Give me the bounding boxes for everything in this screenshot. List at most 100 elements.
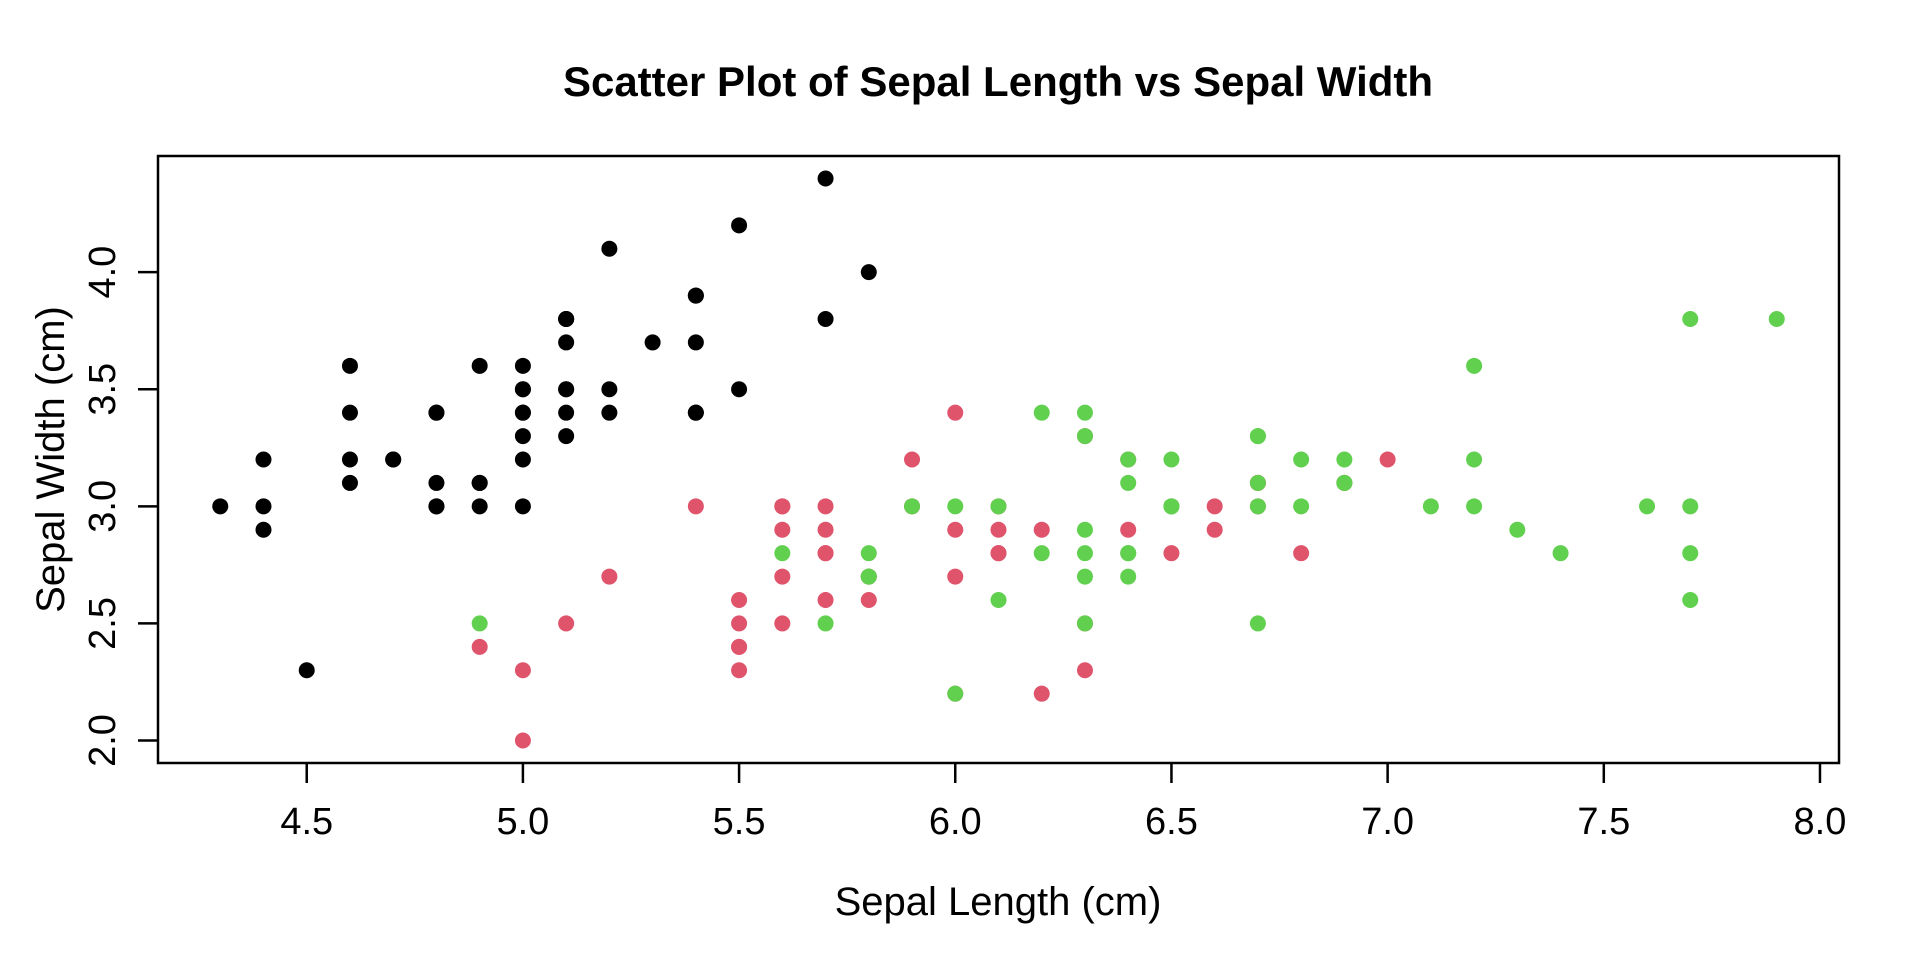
data-point-green <box>1293 498 1310 515</box>
data-point-black <box>558 404 575 421</box>
data-point-green <box>1552 545 1569 562</box>
data-point-green <box>1076 615 1093 632</box>
data-point-black <box>514 381 531 398</box>
data-point-red <box>904 451 921 468</box>
chart-title: Scatter Plot of Sepal Length vs Sepal Wi… <box>563 58 1433 105</box>
data-point-green <box>1120 474 1137 491</box>
data-point-green <box>947 685 964 702</box>
data-point-black <box>731 217 748 234</box>
data-point-red <box>601 568 618 585</box>
data-point-green <box>947 498 964 515</box>
data-point-green <box>1249 428 1266 445</box>
data-point-red <box>817 545 834 562</box>
data-point-black <box>687 334 704 351</box>
data-point-green <box>1120 545 1137 562</box>
data-point-black <box>471 357 488 374</box>
data-point-black <box>860 264 877 281</box>
data-point-black <box>687 404 704 421</box>
data-point-black <box>514 428 531 445</box>
data-point-green <box>1033 404 1050 421</box>
data-point-green <box>1076 568 1093 585</box>
data-point-black <box>558 310 575 327</box>
data-point-green <box>904 498 921 515</box>
data-point-green <box>1682 545 1699 562</box>
data-point-green <box>1163 498 1180 515</box>
y-axis: 2.0 2.5 3.0 3.5 4.0 <box>82 246 158 767</box>
x-axis-label: Sepal Length (cm) <box>835 880 1162 924</box>
data-point-red <box>774 568 791 585</box>
data-point-red <box>687 498 704 515</box>
data-point-black <box>731 381 748 398</box>
data-point-green <box>774 545 791 562</box>
data-point-green <box>1682 498 1699 515</box>
data-point-green <box>1682 310 1699 327</box>
data-point-green <box>990 498 1007 515</box>
data-point-green <box>1466 357 1483 374</box>
data-point-black <box>255 521 272 538</box>
x-axis: 4.5 5.0 5.5 6.0 6.5 7.0 7.5 8.0 <box>280 763 1846 843</box>
x-axis-tick-label: 5.5 <box>713 801 766 843</box>
data-point-green <box>1163 451 1180 468</box>
data-point-red <box>774 521 791 538</box>
data-point-black <box>558 334 575 351</box>
data-point-red <box>1163 545 1180 562</box>
data-point-black <box>341 474 358 491</box>
data-point-black <box>428 474 445 491</box>
data-point-red <box>990 521 1007 538</box>
data-point-green <box>1682 592 1699 609</box>
data-point-black <box>601 404 618 421</box>
data-point-black <box>385 451 402 468</box>
data-point-red <box>731 615 748 632</box>
y-axis-tick-label: 2.5 <box>82 597 124 650</box>
data-point-red <box>514 732 531 749</box>
data-point-green <box>1249 474 1266 491</box>
data-point-black <box>428 404 445 421</box>
data-point-green <box>860 568 877 585</box>
data-point-green <box>1768 310 1785 327</box>
data-point-green <box>817 615 834 632</box>
x-axis-tick-label: 7.5 <box>1577 801 1630 843</box>
data-point-red <box>1206 521 1223 538</box>
data-point-green <box>990 592 1007 609</box>
data-point-green <box>1509 521 1526 538</box>
y-axis-tick-label: 3.0 <box>82 480 124 533</box>
data-point-red <box>731 638 748 655</box>
data-point-black <box>428 498 445 515</box>
data-point-black <box>212 498 229 515</box>
data-point-black <box>601 240 618 257</box>
data-point-green <box>1466 498 1483 515</box>
data-point-black <box>341 404 358 421</box>
data-point-black <box>601 381 618 398</box>
data-point-red <box>1293 545 1310 562</box>
data-point-green <box>1120 451 1137 468</box>
data-point-red <box>514 662 531 679</box>
data-point-green <box>1076 521 1093 538</box>
y-axis-tick-label: 3.5 <box>82 363 124 416</box>
data-point-black <box>471 474 488 491</box>
y-axis-label: Sepal Width (cm) <box>29 306 73 613</box>
data-point-green <box>1076 404 1093 421</box>
data-point-red <box>817 521 834 538</box>
data-point-green <box>1466 451 1483 468</box>
data-point-black <box>255 498 272 515</box>
data-point-black <box>514 404 531 421</box>
data-point-red <box>558 615 575 632</box>
data-point-red <box>731 592 748 609</box>
data-point-black <box>514 357 531 374</box>
data-point-black <box>644 334 661 351</box>
data-point-red <box>731 662 748 679</box>
data-point-black <box>558 428 575 445</box>
x-axis-tick-label: 4.5 <box>280 801 333 843</box>
data-point-black <box>817 170 834 187</box>
data-point-green <box>1120 568 1137 585</box>
data-point-black <box>298 662 315 679</box>
data-point-green <box>1033 545 1050 562</box>
data-point-red <box>774 498 791 515</box>
data-point-green <box>1249 498 1266 515</box>
data-point-red <box>817 592 834 609</box>
data-point-black <box>514 498 531 515</box>
data-point-black <box>255 451 272 468</box>
data-point-red <box>817 498 834 515</box>
x-axis-tick-label: 7.0 <box>1361 801 1414 843</box>
